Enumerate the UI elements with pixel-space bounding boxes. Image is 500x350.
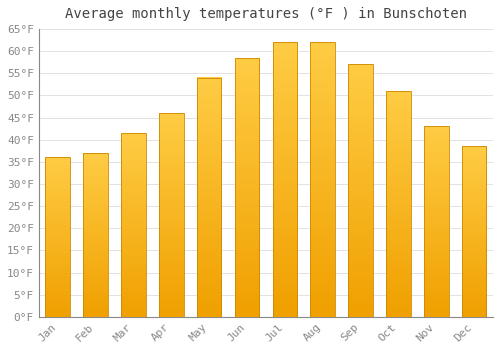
Title: Average monthly temperatures (°F ) in Bunschoten: Average monthly temperatures (°F ) in Bu… xyxy=(65,7,467,21)
Bar xyxy=(197,78,222,317)
Bar xyxy=(424,126,448,317)
Bar xyxy=(159,113,184,317)
Bar xyxy=(234,58,260,317)
Bar xyxy=(46,158,70,317)
Bar xyxy=(272,42,297,317)
Bar xyxy=(386,91,410,317)
Bar xyxy=(462,146,486,317)
Bar xyxy=(348,64,373,317)
Bar xyxy=(121,133,146,317)
Bar xyxy=(84,153,108,317)
Bar xyxy=(310,42,335,317)
